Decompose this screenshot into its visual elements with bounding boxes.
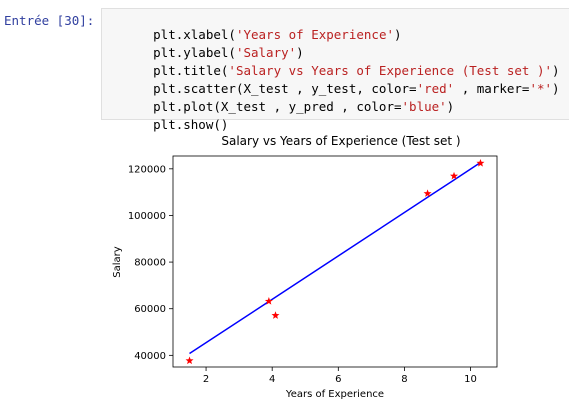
code-line: plt.xlabel('Years of Experience') (108, 12, 402, 57)
code-token: , marker= (454, 81, 530, 96)
x-axis-ticks: 2 4 6 8 10 (203, 367, 477, 385)
y-axis-ticks: 40000 60000 80000 100000 120000 (128, 164, 173, 362)
scatter-point (264, 297, 273, 305)
x-tick-label: 4 (269, 374, 275, 385)
code-line: plt.plot(X_test , y_pred , color='blue') (108, 84, 454, 129)
code-line: plt.ylabel('Salary') (108, 30, 304, 75)
code-line: plt.title('Salary vs Years of Experience… (108, 48, 560, 93)
code-token: ) (296, 45, 304, 60)
code-string-token: 'Years of Experience' (235, 27, 394, 42)
x-tick-label: 6 (335, 374, 341, 385)
regression-line-layer (189, 161, 481, 355)
scatter-point (476, 159, 485, 167)
scatter-chart: Salary vs Years of Experience (Test set … (112, 134, 498, 400)
x-axis-label: Years of Experience (285, 389, 384, 400)
code-string-token: 'blue' (401, 99, 447, 114)
y-tick-label: 80000 (134, 258, 166, 269)
y-tick-label: 60000 (134, 304, 166, 315)
plot-frame (172, 155, 498, 368)
code-string-token: 'red' (416, 81, 455, 96)
x-tick-label: 10 (464, 374, 477, 385)
chart-title: Salary vs Years of Experience (Test set … (221, 134, 460, 148)
code-line: plt.show() (108, 102, 228, 147)
y-tick-label: 100000 (128, 211, 166, 222)
code-token: ) (552, 63, 560, 78)
scatter-marker-layer (185, 159, 485, 365)
code-token: ) (552, 81, 560, 96)
code-token: plt.show() (153, 117, 229, 132)
plot-area (173, 156, 497, 367)
cell-output: Salary vs Years of Experience (Test set … (101, 124, 531, 414)
x-tick-label: 2 (203, 374, 209, 385)
code-token: plt.title( (153, 63, 229, 78)
code-string-token: 'Salary vs Years of Experience (Test set… (228, 63, 553, 78)
code-string-token: 'Salary' (235, 45, 297, 60)
code-line: plt.scatter(X_test , y_test, color='red'… (108, 66, 560, 111)
code-string-token: '*' (529, 81, 553, 96)
scatter-point (450, 171, 459, 180)
x-tick-label: 8 (401, 374, 407, 385)
code-editor[interactable]: plt.xlabel('Years of Experience') plt.yl… (101, 8, 569, 132)
y-axis-label: Salary (112, 246, 123, 277)
code-token: ) (394, 27, 402, 42)
code-token: plt.ylabel( (153, 45, 236, 60)
scatter-point (185, 356, 194, 365)
code-token: plt.xlabel( (153, 27, 236, 42)
y-tick-label: 40000 (134, 351, 166, 362)
scatter-point (271, 311, 280, 319)
code-token: plt.plot(X_test , y_pred , color= (153, 99, 402, 114)
code-token: plt.scatter(X_test , y_test, color= (153, 81, 417, 96)
regression-line (189, 161, 481, 355)
y-tick-label: 120000 (128, 164, 166, 175)
cell-prompt: Entrée [30]: (4, 13, 95, 28)
scatter-point (423, 189, 432, 197)
code-token: ) (446, 99, 455, 114)
